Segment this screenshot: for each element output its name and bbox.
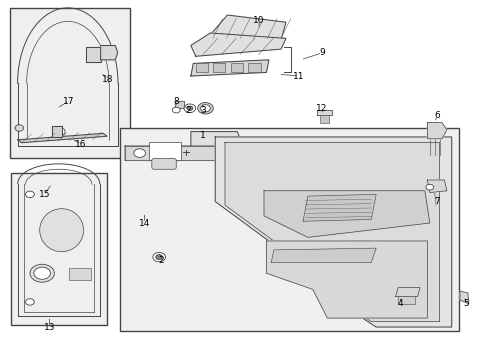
Text: 4: 4 bbox=[397, 299, 403, 308]
Polygon shape bbox=[210, 15, 285, 44]
Polygon shape bbox=[125, 146, 237, 160]
Circle shape bbox=[197, 103, 213, 114]
Circle shape bbox=[34, 267, 50, 279]
Polygon shape bbox=[303, 194, 375, 221]
Polygon shape bbox=[427, 123, 446, 139]
Polygon shape bbox=[427, 180, 446, 193]
Text: 12: 12 bbox=[315, 104, 326, 113]
Bar bbox=[10, 8, 130, 158]
Bar bbox=[69, 268, 91, 280]
Text: 18: 18 bbox=[102, 75, 114, 84]
Circle shape bbox=[200, 105, 210, 112]
Text: 1: 1 bbox=[200, 131, 205, 140]
Text: 16: 16 bbox=[75, 140, 87, 149]
Polygon shape bbox=[264, 191, 429, 237]
Circle shape bbox=[53, 127, 65, 136]
Polygon shape bbox=[18, 134, 107, 143]
Circle shape bbox=[425, 184, 433, 190]
Circle shape bbox=[25, 299, 34, 305]
Text: 3: 3 bbox=[200, 105, 205, 114]
Text: 13: 13 bbox=[43, 323, 55, 332]
Text: 2: 2 bbox=[159, 256, 164, 265]
Polygon shape bbox=[101, 45, 118, 60]
Circle shape bbox=[15, 125, 23, 131]
Text: 8: 8 bbox=[173, 96, 179, 105]
Text: 10: 10 bbox=[253, 16, 264, 25]
Bar bbox=[320, 116, 328, 123]
Bar bbox=[120, 128, 458, 330]
Text: 2: 2 bbox=[185, 105, 191, 114]
Polygon shape bbox=[266, 241, 427, 318]
FancyBboxPatch shape bbox=[152, 158, 176, 169]
Polygon shape bbox=[215, 137, 451, 327]
Circle shape bbox=[153, 252, 165, 262]
Polygon shape bbox=[86, 47, 101, 62]
Bar bbox=[149, 142, 181, 160]
Circle shape bbox=[134, 149, 145, 157]
Bar bbox=[248, 63, 260, 72]
Polygon shape bbox=[271, 248, 375, 262]
Ellipse shape bbox=[40, 209, 83, 252]
Polygon shape bbox=[224, 142, 439, 321]
Polygon shape bbox=[395, 288, 419, 297]
Polygon shape bbox=[459, 291, 468, 304]
Circle shape bbox=[156, 255, 162, 260]
Polygon shape bbox=[175, 101, 183, 108]
Circle shape bbox=[186, 106, 192, 111]
Text: 15: 15 bbox=[39, 190, 50, 199]
Bar bbox=[213, 63, 225, 72]
Text: 14: 14 bbox=[139, 219, 150, 228]
Polygon shape bbox=[190, 60, 268, 76]
Circle shape bbox=[25, 191, 34, 198]
Text: 17: 17 bbox=[63, 96, 75, 105]
Circle shape bbox=[183, 104, 195, 113]
Circle shape bbox=[172, 107, 180, 113]
Bar bbox=[195, 63, 207, 72]
Text: 5: 5 bbox=[463, 299, 468, 308]
Bar bbox=[230, 63, 243, 72]
Text: 7: 7 bbox=[433, 197, 439, 206]
Bar bbox=[397, 296, 414, 304]
Polygon shape bbox=[316, 110, 331, 116]
Polygon shape bbox=[125, 132, 239, 160]
Text: 9: 9 bbox=[319, 48, 325, 57]
Text: 11: 11 bbox=[293, 72, 304, 81]
Polygon shape bbox=[52, 126, 61, 137]
Bar bbox=[11, 173, 106, 325]
Circle shape bbox=[30, 264, 54, 282]
Polygon shape bbox=[190, 33, 285, 56]
Text: 6: 6 bbox=[433, 111, 439, 120]
